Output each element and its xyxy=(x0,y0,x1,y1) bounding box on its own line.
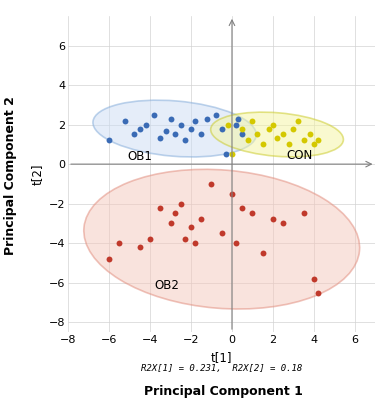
Point xyxy=(307,131,313,138)
Point xyxy=(106,137,112,144)
Point xyxy=(259,141,266,148)
Point xyxy=(249,210,256,217)
Point xyxy=(188,125,194,132)
Point xyxy=(311,141,317,148)
Point xyxy=(137,244,143,250)
Point xyxy=(270,122,276,128)
Point xyxy=(301,137,307,144)
Point xyxy=(249,118,256,124)
Point xyxy=(147,236,153,242)
Point xyxy=(280,131,286,138)
Ellipse shape xyxy=(211,112,343,157)
Point xyxy=(204,116,210,122)
Text: R2X[1] = 0.231,  R2X[2] = 0.18: R2X[1] = 0.231, R2X[2] = 0.18 xyxy=(141,364,302,373)
Point xyxy=(131,131,137,138)
Point xyxy=(182,137,188,144)
Point xyxy=(167,116,173,122)
Point xyxy=(106,256,112,262)
Point xyxy=(229,151,235,158)
Point xyxy=(233,122,239,128)
Point xyxy=(239,125,245,132)
Point xyxy=(192,240,198,246)
Point xyxy=(188,224,194,230)
Point xyxy=(143,122,149,128)
Point xyxy=(172,210,178,217)
Point xyxy=(198,216,204,223)
Point xyxy=(167,220,173,226)
Point xyxy=(198,131,204,138)
Text: t[2]: t[2] xyxy=(30,163,44,185)
Point xyxy=(212,112,219,118)
Text: Principal Component 2: Principal Component 2 xyxy=(4,96,17,256)
Point xyxy=(209,181,215,187)
Point xyxy=(254,131,260,138)
Ellipse shape xyxy=(84,169,360,309)
Text: t[1]: t[1] xyxy=(211,351,233,364)
Point xyxy=(229,190,235,197)
Point xyxy=(192,118,198,124)
Point xyxy=(225,122,231,128)
Point xyxy=(290,125,296,132)
Text: CON: CON xyxy=(286,149,313,162)
Point xyxy=(116,240,123,246)
Ellipse shape xyxy=(93,100,256,157)
Point xyxy=(172,131,178,138)
Text: OB2: OB2 xyxy=(154,279,179,292)
Point xyxy=(301,210,307,217)
Point xyxy=(182,236,188,242)
Point xyxy=(274,135,280,142)
Point xyxy=(286,141,293,148)
Point xyxy=(122,118,128,124)
Text: Principal Component 1: Principal Component 1 xyxy=(144,385,303,398)
Point xyxy=(294,118,301,124)
Text: OB1: OB1 xyxy=(127,150,152,163)
Point xyxy=(223,151,229,158)
Point xyxy=(219,125,225,132)
Point xyxy=(163,127,170,134)
Point xyxy=(270,216,276,223)
Point xyxy=(239,131,245,138)
Point xyxy=(137,125,143,132)
Point xyxy=(157,135,163,142)
Point xyxy=(315,137,321,144)
Point xyxy=(239,204,245,211)
Point xyxy=(235,116,241,122)
Point xyxy=(233,240,239,246)
Point xyxy=(259,250,266,256)
Point xyxy=(178,200,184,207)
Point xyxy=(219,230,225,236)
Point xyxy=(178,122,184,128)
Point xyxy=(245,137,251,144)
Point xyxy=(151,112,157,118)
Point xyxy=(311,276,317,282)
Point xyxy=(280,220,286,226)
Point xyxy=(157,204,163,211)
Point xyxy=(315,289,321,296)
Point xyxy=(266,125,272,132)
